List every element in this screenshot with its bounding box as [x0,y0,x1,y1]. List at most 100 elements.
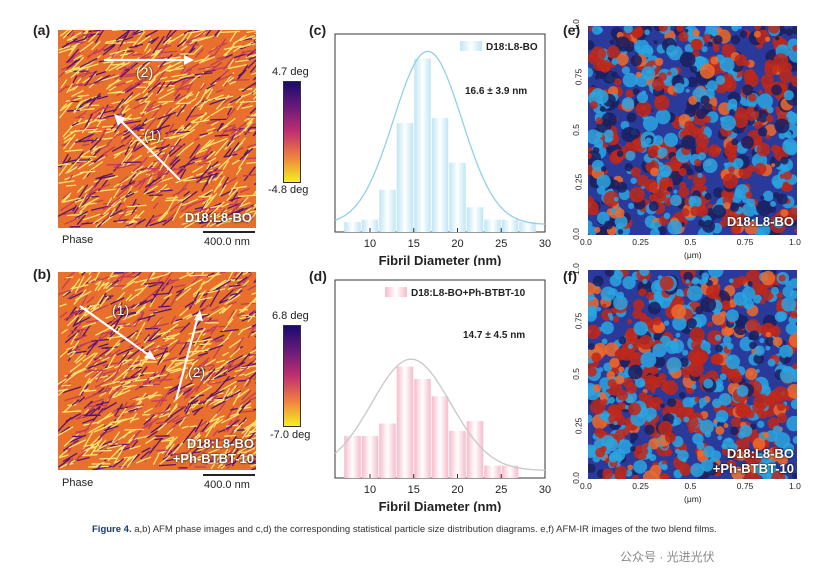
panel-e-label: (e) [563,22,581,38]
x-tick-label: 20 [451,484,463,496]
watermark: 公众号 · 光进光伏 [620,550,715,564]
histogram-bar [484,465,501,478]
histogram-bar [414,58,431,232]
arrow-1-a-label: (1) [144,127,162,143]
arrow-2-b-label: (2) [188,364,206,380]
x-axis-label: Fibril Diameter (nm) [379,253,502,266]
x-tick-label: 15 [408,238,420,250]
x-axis-label: Fibril Diameter (nm) [379,499,502,512]
x-tick-e: 0.75 [736,237,754,247]
x-tick-label: 30 [539,484,551,496]
sample-label-f-line2: +Ph-BTBT-10 [712,461,794,476]
panel-b-label: (b) [33,266,51,282]
gaussian-fit-curve [334,50,546,225]
afm-ir-image-f [588,270,797,479]
histogram-bar [361,219,379,232]
colorbar-a [283,81,301,183]
x-unit-e: (μm) [684,250,702,260]
y-tick-f: 0.5 [570,367,581,380]
histogram-bar [501,465,519,478]
afm-texture [58,272,256,470]
stat-annotation: 16.6 ± 3.9 nm [465,86,527,97]
histogram-bar [449,162,466,232]
arrow-1-a [108,108,188,193]
y-tick-f: 0.0 [570,472,581,484]
afm-phase-image-a [58,30,256,228]
y-tick-e: 0.0 [570,228,581,240]
histogram-bar [431,396,449,478]
caption-text: a,b) AFM phase images and c,d) the corre… [134,524,717,535]
y-tick-e: 0.25 [573,173,584,191]
phase-label-b: Phase [62,477,94,489]
x-tick-e: 0.25 [632,237,649,247]
afm-ir-image-e [588,26,797,235]
histogram-d: 10 15 20 25 30 Fibril Diameter (nm) D18:L8-BO+… [300,272,560,512]
gaussian-fit-curve [334,358,545,471]
y-tick-f: 0.75 [573,312,584,330]
histogram-c: 10 15 20 25 30 Fibril Diameter (nm) D18:L8-BO 1… [300,26,560,266]
legend-label: D18:L8-BO [486,42,538,53]
x-tick-label: 25 [495,238,507,250]
scale-text-a: 400.0 nm [204,236,250,248]
x-tick-e: 1.0 [789,237,801,247]
histogram-bar [484,219,501,232]
x-tick-label: 30 [539,238,551,250]
x-tick-f: 0.0 [580,481,592,491]
sample-label-a: D18:L8-BO [184,210,252,225]
y-tick-f: 1.0 [570,263,581,275]
histogram-bar [396,123,414,232]
x-tick-f: 0.25 [632,481,649,491]
colorbar-a-bottom: -4.8 deg [268,184,309,196]
x-tick-label: 15 [408,484,420,496]
y-tick-f: 0.25 [573,417,584,435]
histogram-bar [449,430,466,478]
arrow-1-b-label: (1) [112,302,130,318]
x-tick-f: 0.75 [736,481,754,491]
figure-caption: Figure 4. a,b) AFM phase images and c,d)… [92,524,717,535]
y-tick-e: 1.0 [570,19,581,31]
x-tick-label: 10 [364,484,376,496]
histogram-bar [396,366,414,478]
sample-label-f-line1: D18:L8-BO [726,446,794,461]
colorbar-b [283,325,301,427]
arrow-2-a-label: (2) [136,64,154,80]
histogram-bar [466,207,484,232]
x-tick-e: 0.0 [580,237,592,247]
legend-swatch [385,287,407,297]
colorbar-b-top: 6.8 deg [272,310,309,322]
ir-texture [588,270,797,479]
caption-bold: Figure 4. [92,524,132,535]
histogram-bar [431,118,449,232]
histogram-bar [466,421,484,478]
sample-label-f: D18:L8-BO +Ph-BTBT-10 [686,446,794,476]
x-tick-label: 20 [451,238,463,250]
panel-f-label: (f) [563,268,577,284]
panel-d-label: (d) [309,268,327,284]
legend-label: D18:L8-BO+Ph-BTBT-10 [411,288,526,299]
arrow-1-b [74,300,164,375]
x-tick-f: 0.5 [684,481,697,491]
sample-label-b-line2: +Ph-BTBT-10 [172,451,254,466]
panel-a-label: (a) [33,22,51,38]
afm-texture [58,30,256,228]
stat-annotation: 14.7 ± 4.5 nm [463,330,525,341]
colorbar-b-bottom: -7.0 deg [270,429,311,441]
y-tick-e: 0.5 [570,123,581,136]
histogram-bar [501,219,519,232]
histogram-bar [519,222,536,232]
y-tick-e: 0.75 [573,68,584,86]
x-tick-f: 1.0 [789,481,801,491]
histogram-bar [344,222,361,232]
histogram-bar [361,435,379,478]
arrow-2-a [100,50,200,85]
x-unit-f: (μm) [684,494,702,504]
ir-texture [588,26,797,235]
histogram-bar [344,435,361,478]
scale-text-b: 400.0 nm [204,479,250,491]
legend-swatch [460,41,482,51]
panel-c-label: (c) [309,22,327,38]
afm-phase-image-b [58,272,256,470]
phase-label-a: Phase [62,234,94,246]
sample-label-b-line1: D18:L8-BO [186,436,254,451]
scale-bar-a [203,231,255,233]
